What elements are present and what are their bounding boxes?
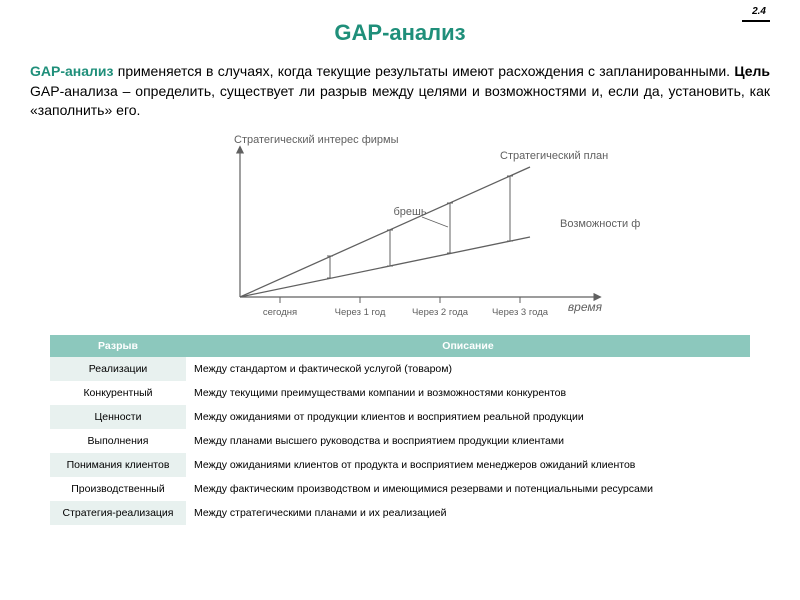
slide-number-rule (742, 20, 770, 22)
gap-table: РазрывОписание РеализацииМежду стандарто… (50, 335, 750, 525)
x-axis-label: время (568, 300, 603, 314)
cell-gap-name: Конкурентный (50, 381, 186, 405)
cell-gap-name: Понимания клиентов (50, 453, 186, 477)
slide-page: 2.4 GAP-анализ GAP-анализ применяется в … (0, 0, 800, 600)
slide-number: 2.4 (752, 6, 766, 17)
table-row: ВыполненияМежду планами высшего руководс… (50, 429, 750, 453)
top-line-label: Стратегический план (500, 150, 608, 162)
col-header-desc: Описание (186, 335, 750, 357)
page-title: GAP-анализ (30, 20, 770, 46)
gap-label: брешь (393, 206, 426, 218)
x-tick-label: сегодня (263, 307, 297, 318)
cell-gap-name: Выполнения (50, 429, 186, 453)
table-row: Понимания клиентовМежду ожиданиями клиен… (50, 453, 750, 477)
cell-gap-desc: Между планами высшего руководства и восп… (186, 429, 750, 453)
table-row: ПроизводственныйМежду фактическим произв… (50, 477, 750, 501)
intro-term: GAP-анализ (30, 63, 114, 79)
intro-paragraph: GAP-анализ применяется в случаях, когда … (30, 62, 770, 121)
cell-gap-name: Стратегия-реализация (50, 501, 186, 525)
cell-gap-desc: Между стратегическими планами и их реали… (186, 501, 750, 525)
table-row: ЦенностиМежду ожиданиями от продукции кл… (50, 405, 750, 429)
x-tick-label: Через 3 года (492, 307, 549, 318)
x-tick-label: Через 1 год (335, 307, 386, 318)
cell-gap-desc: Между ожиданиями от продукции клиентов и… (186, 405, 750, 429)
table-row: КонкурентныйМежду текущими преимуществам… (50, 381, 750, 405)
cell-gap-desc: Между ожиданиями клиентов от продукта и … (186, 453, 750, 477)
intro-text-1: применяется в случаях, когда текущие рез… (114, 63, 735, 79)
strategic-plan-line (240, 167, 530, 297)
gap-leader (422, 217, 448, 227)
gap-chart: сегодня Через 1 год Через 2 года Через 3 го… (160, 127, 640, 327)
table-row: Стратегия-реализацияМежду стратегическим… (50, 501, 750, 525)
table-row: РеализацииМежду стандартом и фактической… (50, 357, 750, 381)
cell-gap-name: Ценности (50, 405, 186, 429)
col-header-gap: Разрыв (50, 335, 186, 357)
capabilities-line (240, 237, 530, 297)
intro-text-2: GAP-анализа – определить, существует ли … (30, 83, 770, 119)
cell-gap-name: Производственный (50, 477, 186, 501)
chart-container: сегодня Через 1 год Через 2 года Через 3 го… (30, 127, 770, 327)
cell-gap-desc: Между текущими преимуществами компании и… (186, 381, 750, 405)
table-body: РеализацииМежду стандартом и фактической… (50, 357, 750, 525)
y-axis-label: Стратегический интерес фирмы (234, 134, 399, 146)
bottom-line-label: Возможности фирмы (560, 218, 640, 230)
cell-gap-desc: Между стандартом и фактической услугой (… (186, 357, 750, 381)
table-header-row: РазрывОписание (50, 335, 750, 357)
x-tick-label: Через 2 года (412, 307, 469, 318)
intro-bold-2: Цель (734, 63, 770, 79)
cell-gap-name: Реализации (50, 357, 186, 381)
cell-gap-desc: Между фактическим производством и имеющи… (186, 477, 750, 501)
